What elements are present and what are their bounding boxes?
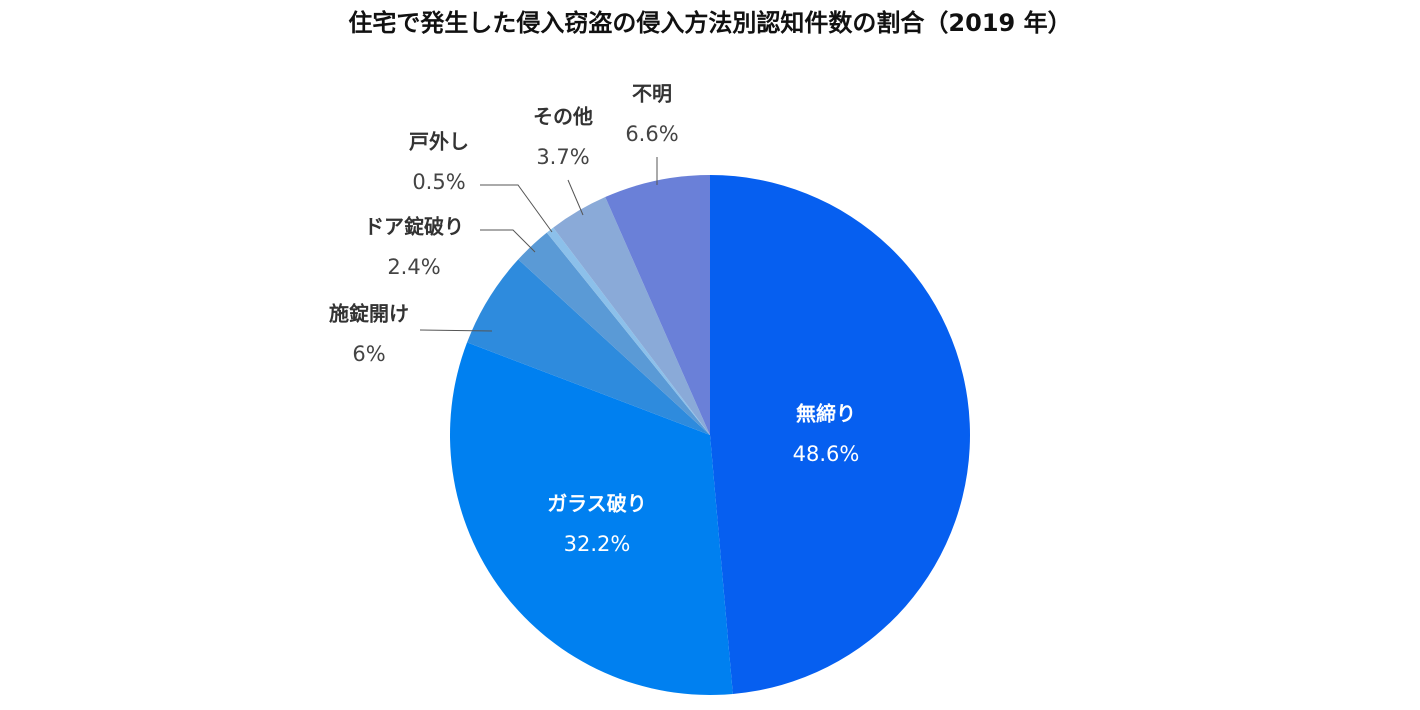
pie-slice <box>467 259 710 435</box>
value-label: 32.2% <box>564 532 631 556</box>
value-label: 6% <box>352 342 385 366</box>
slice-label: ドア錠破り <box>364 215 464 239</box>
value-label: 2.4% <box>387 255 440 279</box>
slice-label: 施錠開け <box>329 302 409 326</box>
slice-label: 不明 <box>632 82 672 106</box>
value-label: 6.6% <box>625 122 678 146</box>
slice-label: 無締り <box>796 402 856 426</box>
leader-line <box>480 229 536 253</box>
leader-line <box>567 179 584 216</box>
value-label: 0.5% <box>412 170 465 194</box>
value-label: 48.6% <box>793 442 860 466</box>
pie-slice <box>449 342 733 696</box>
pie-slice <box>605 175 710 435</box>
pie-slice <box>710 175 971 694</box>
pie-slice <box>553 197 710 435</box>
leader-line <box>480 184 553 233</box>
pie-slice <box>546 227 710 435</box>
leader-line <box>419 329 493 332</box>
slice-label: ガラス破り <box>547 492 647 516</box>
chart-title: 住宅で発生した侵入窃盗の侵入方法別認知件数の割合（2019 年） <box>348 9 1071 37</box>
pie-slice <box>518 232 710 435</box>
slice-label: その他 <box>533 105 593 129</box>
slice-label: 戸外し <box>409 130 469 154</box>
value-label: 3.7% <box>536 145 589 169</box>
